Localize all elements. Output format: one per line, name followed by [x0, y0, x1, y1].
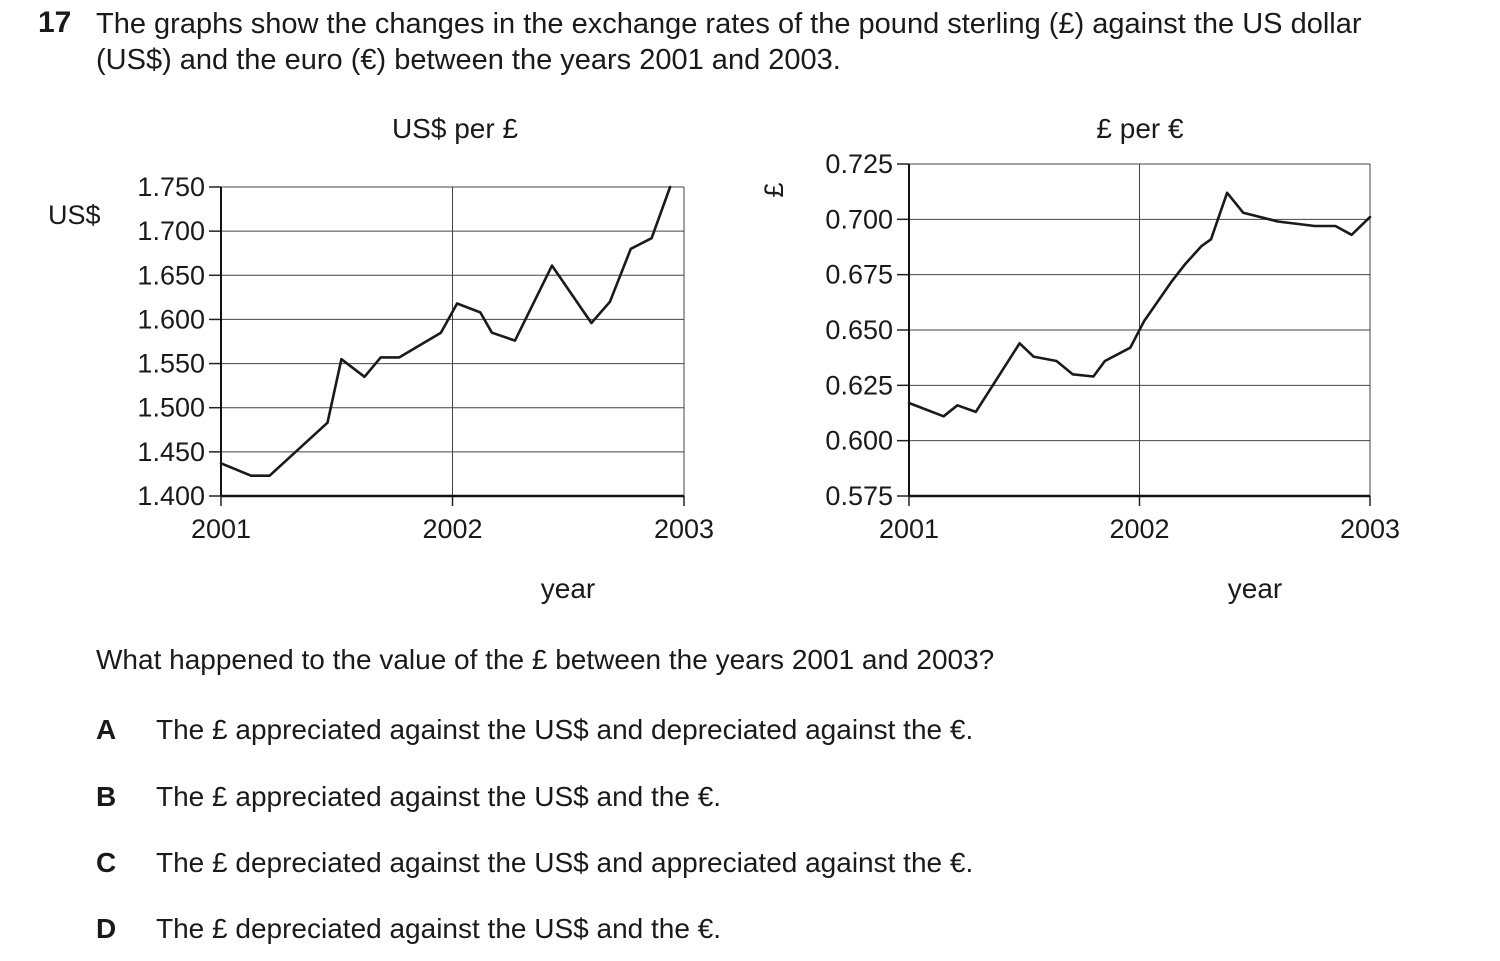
y-tick-label: 1.600 — [137, 304, 205, 334]
y-tick-label: 0.675 — [825, 260, 893, 290]
x-tick-label: 2002 — [1109, 514, 1169, 544]
y-tick-label: 1.750 — [137, 172, 205, 202]
option-text: The £ depreciated against the US$ and th… — [156, 913, 722, 944]
x-axis-label: year — [541, 573, 595, 604]
x-tick-label: 2001 — [191, 514, 251, 544]
question-number: 17 — [38, 6, 72, 39]
y-tick-label: 1.700 — [137, 216, 205, 246]
option-a[interactable]: A The £ appreciated against the US$ and d… — [96, 714, 973, 746]
x-tick-label: 2001 — [879, 514, 939, 544]
option-text: The £ appreciated against the US$ and de… — [156, 714, 974, 745]
y-axis-label: £ — [759, 182, 789, 197]
chart-title: US$ per £ — [392, 113, 518, 144]
x-tick-label: 2003 — [654, 514, 714, 544]
y-tick-label: 0.725 — [825, 149, 893, 179]
option-text: The £ appreciated against the US$ and th… — [156, 781, 722, 812]
y-tick-label: 1.500 — [137, 393, 205, 423]
series-line — [219, 185, 672, 478]
question-stem: The graphs show the changes in the excha… — [96, 8, 1362, 76]
option-b[interactable]: B The £ appreciated against the US$ and t… — [96, 781, 721, 813]
option-letter: C — [96, 847, 117, 878]
option-c[interactable]: C The £ depreciated against the US$ and a… — [96, 847, 973, 879]
y-tick-label: 1.400 — [137, 481, 205, 511]
series-line — [907, 191, 1372, 418]
y-tick-label: 1.550 — [137, 349, 205, 379]
y-axis-label: US$ — [48, 200, 101, 230]
y-tick-label: 0.650 — [825, 315, 893, 345]
y-tick-label: 1.650 — [137, 260, 205, 290]
y-tick-label: 1.450 — [137, 437, 205, 467]
x-axis-label: year — [1228, 573, 1282, 604]
question-prompt: What happened to the value of the £ betw… — [96, 644, 995, 675]
chart-title: £ per € — [1096, 113, 1184, 144]
option-letter: D — [96, 913, 117, 944]
x-tick-label: 2003 — [1340, 514, 1400, 544]
y-tick-label: 0.600 — [825, 426, 893, 456]
y-tick-label: 0.625 — [825, 370, 893, 400]
option-d[interactable]: D The £ depreciated against the US$ and t… — [96, 913, 721, 945]
y-tick-label: 0.575 — [825, 481, 893, 511]
x-tick-label: 2002 — [422, 514, 482, 544]
option-letter: A — [96, 714, 117, 745]
option-text: The £ depreciated against the US$ and ap… — [156, 847, 974, 878]
option-letter: B — [96, 781, 117, 812]
y-tick-label: 0.700 — [825, 204, 893, 234]
